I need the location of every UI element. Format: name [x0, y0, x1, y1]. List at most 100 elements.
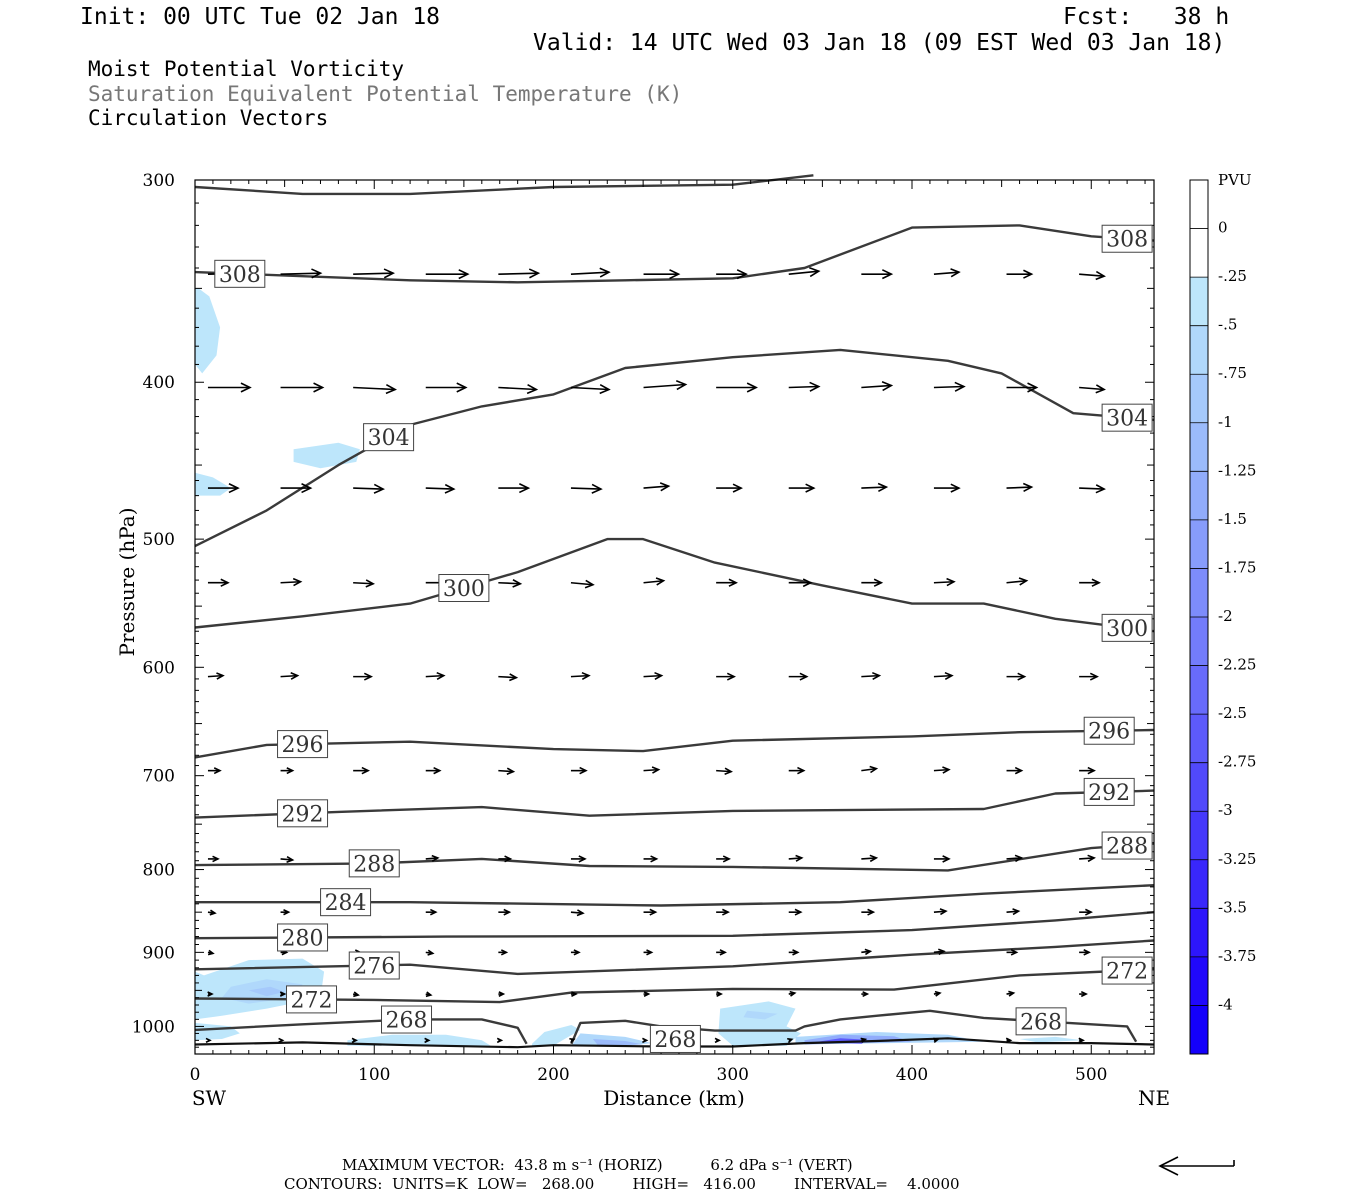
- vector-shaft: [933, 674, 952, 678]
- vector-shaft: [498, 675, 517, 679]
- vector-head: [939, 908, 948, 916]
- contour-label-box: [348, 849, 400, 878]
- contour-304-1: [194, 348, 1155, 548]
- vector-head: [579, 766, 588, 775]
- vector-shaft: [353, 581, 374, 585]
- contour-label-text: 272: [291, 988, 333, 1013]
- vector-head: [881, 269, 894, 280]
- vector-head: [651, 766, 661, 774]
- vector-head: [881, 381, 894, 392]
- vector-head: [365, 579, 375, 588]
- contour-label-box: [286, 985, 338, 1014]
- vector-head: [942, 855, 951, 863]
- x-tick-label: 500: [1075, 1065, 1107, 1085]
- vector-shaft: [643, 768, 659, 772]
- vector-shaft: [933, 768, 949, 772]
- vector-head: [431, 854, 440, 862]
- vector-head: [526, 383, 539, 395]
- vector-shaft: [425, 487, 454, 490]
- vector-head: [209, 909, 217, 916]
- mpv-region-6: [195, 1022, 240, 1041]
- vector-head: [290, 672, 300, 680]
- colorbar-swatch: [1190, 471, 1208, 520]
- vector-head: [655, 577, 666, 586]
- vector-head: [805, 483, 816, 493]
- x-tick-label: 100: [358, 1065, 390, 1085]
- vector-head: [313, 382, 325, 393]
- vector-shaft: [933, 580, 954, 584]
- contour-label-text: 292: [282, 802, 324, 827]
- vector-head: [954, 381, 966, 392]
- vector-shaft: [1079, 386, 1105, 391]
- vector-head: [500, 949, 509, 956]
- vector-head: [205, 1037, 212, 1043]
- vector-head: [207, 949, 215, 956]
- ref-arrow-head: [1158, 1156, 1179, 1176]
- contour-label-292: 292: [277, 799, 329, 828]
- vector-shaft: [353, 487, 384, 490]
- vector-head: [1087, 854, 1096, 863]
- vector-head: [728, 578, 738, 587]
- mpv-region-0: [195, 288, 221, 374]
- vector-head: [789, 990, 797, 997]
- contour-label-box: [1101, 831, 1153, 860]
- vector-head: [659, 482, 671, 492]
- vector-head: [424, 1037, 431, 1044]
- vector-head: [433, 766, 442, 775]
- vector-head: [207, 991, 214, 997]
- valid-time: Valid: 14 UTC Wed 03 Jan 18 (09 EST Wed …: [533, 30, 1226, 56]
- vector-head: [867, 908, 876, 916]
- vector-shaft: [788, 270, 819, 275]
- contour-label-text: 276: [353, 955, 395, 980]
- vector-head: [650, 855, 659, 863]
- vector-shaft: [570, 674, 589, 678]
- vector-head: [292, 577, 303, 587]
- contour-label-296: 296: [277, 730, 329, 759]
- field-title-vectors: Circulation Vectors: [88, 106, 329, 130]
- vector-head: [240, 382, 252, 393]
- vector-head: [503, 908, 512, 916]
- colorbar-swatch: [1190, 325, 1208, 375]
- vector-shaft: [933, 385, 964, 389]
- vector-shaft: [280, 674, 298, 678]
- vector-head: [642, 1037, 649, 1044]
- vector-head: [646, 949, 654, 956]
- vector-head: [714, 1037, 721, 1044]
- contour-label-text: 280: [282, 926, 324, 951]
- vector-head: [1014, 854, 1024, 863]
- vector-head: [869, 854, 879, 863]
- contour-label-284: 284: [320, 888, 372, 917]
- vector-head: [809, 266, 821, 278]
- contour-label-276: 276: [348, 951, 400, 980]
- contour-284-6: [195, 884, 1155, 907]
- colorbar-label: -1.75: [1218, 558, 1256, 576]
- vector-shaft: [498, 386, 537, 391]
- vector-head: [425, 991, 433, 998]
- vector-head: [436, 671, 446, 680]
- vector-head: [675, 380, 688, 391]
- vector-head: [732, 483, 743, 493]
- vector-head: [1085, 908, 1093, 916]
- colorbar-label: -.5: [1218, 316, 1237, 334]
- vector-shaft: [643, 383, 686, 389]
- vector-shaft: [861, 486, 887, 489]
- vector-shaft: [1079, 487, 1105, 490]
- vector-shaft: [570, 487, 601, 490]
- contour-label-box: [649, 1024, 701, 1053]
- x-tick-label: 300: [717, 1065, 749, 1085]
- mpv-region-12: [743, 1010, 778, 1020]
- vector-head: [649, 908, 658, 916]
- colorbar-swatch: [1190, 180, 1208, 229]
- vector-shaft: [788, 385, 819, 389]
- vector-head: [444, 483, 456, 494]
- contour-label-text: 308: [219, 263, 261, 288]
- y-tick-label: 700: [143, 767, 175, 787]
- x-tick-label: 0: [190, 1065, 201, 1085]
- contour-label-280: 280: [277, 923, 329, 952]
- vector-head: [1078, 1037, 1085, 1044]
- y-tick-label: 1000: [132, 1017, 175, 1037]
- colorbar-swatch: [1190, 956, 1208, 1006]
- vector-head: [571, 991, 578, 997]
- contour-label-text: 268: [654, 1028, 696, 1053]
